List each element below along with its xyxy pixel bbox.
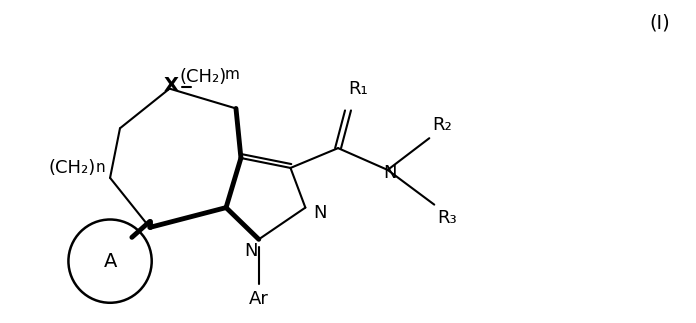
- Text: R₁: R₁: [348, 80, 367, 98]
- Text: m: m: [225, 67, 240, 82]
- Text: (CH₂): (CH₂): [180, 68, 227, 86]
- Text: Ar: Ar: [249, 290, 269, 308]
- Text: A: A: [104, 252, 117, 271]
- Text: N: N: [383, 164, 397, 182]
- Text: N: N: [313, 203, 327, 222]
- Text: X: X: [164, 76, 179, 95]
- Text: N: N: [244, 242, 258, 260]
- Text: (CH₂): (CH₂): [49, 159, 96, 177]
- Text: n: n: [95, 161, 105, 175]
- Text: R₃: R₃: [437, 209, 457, 226]
- Text: (I): (I): [649, 14, 670, 33]
- Text: R₂: R₂: [432, 116, 452, 134]
